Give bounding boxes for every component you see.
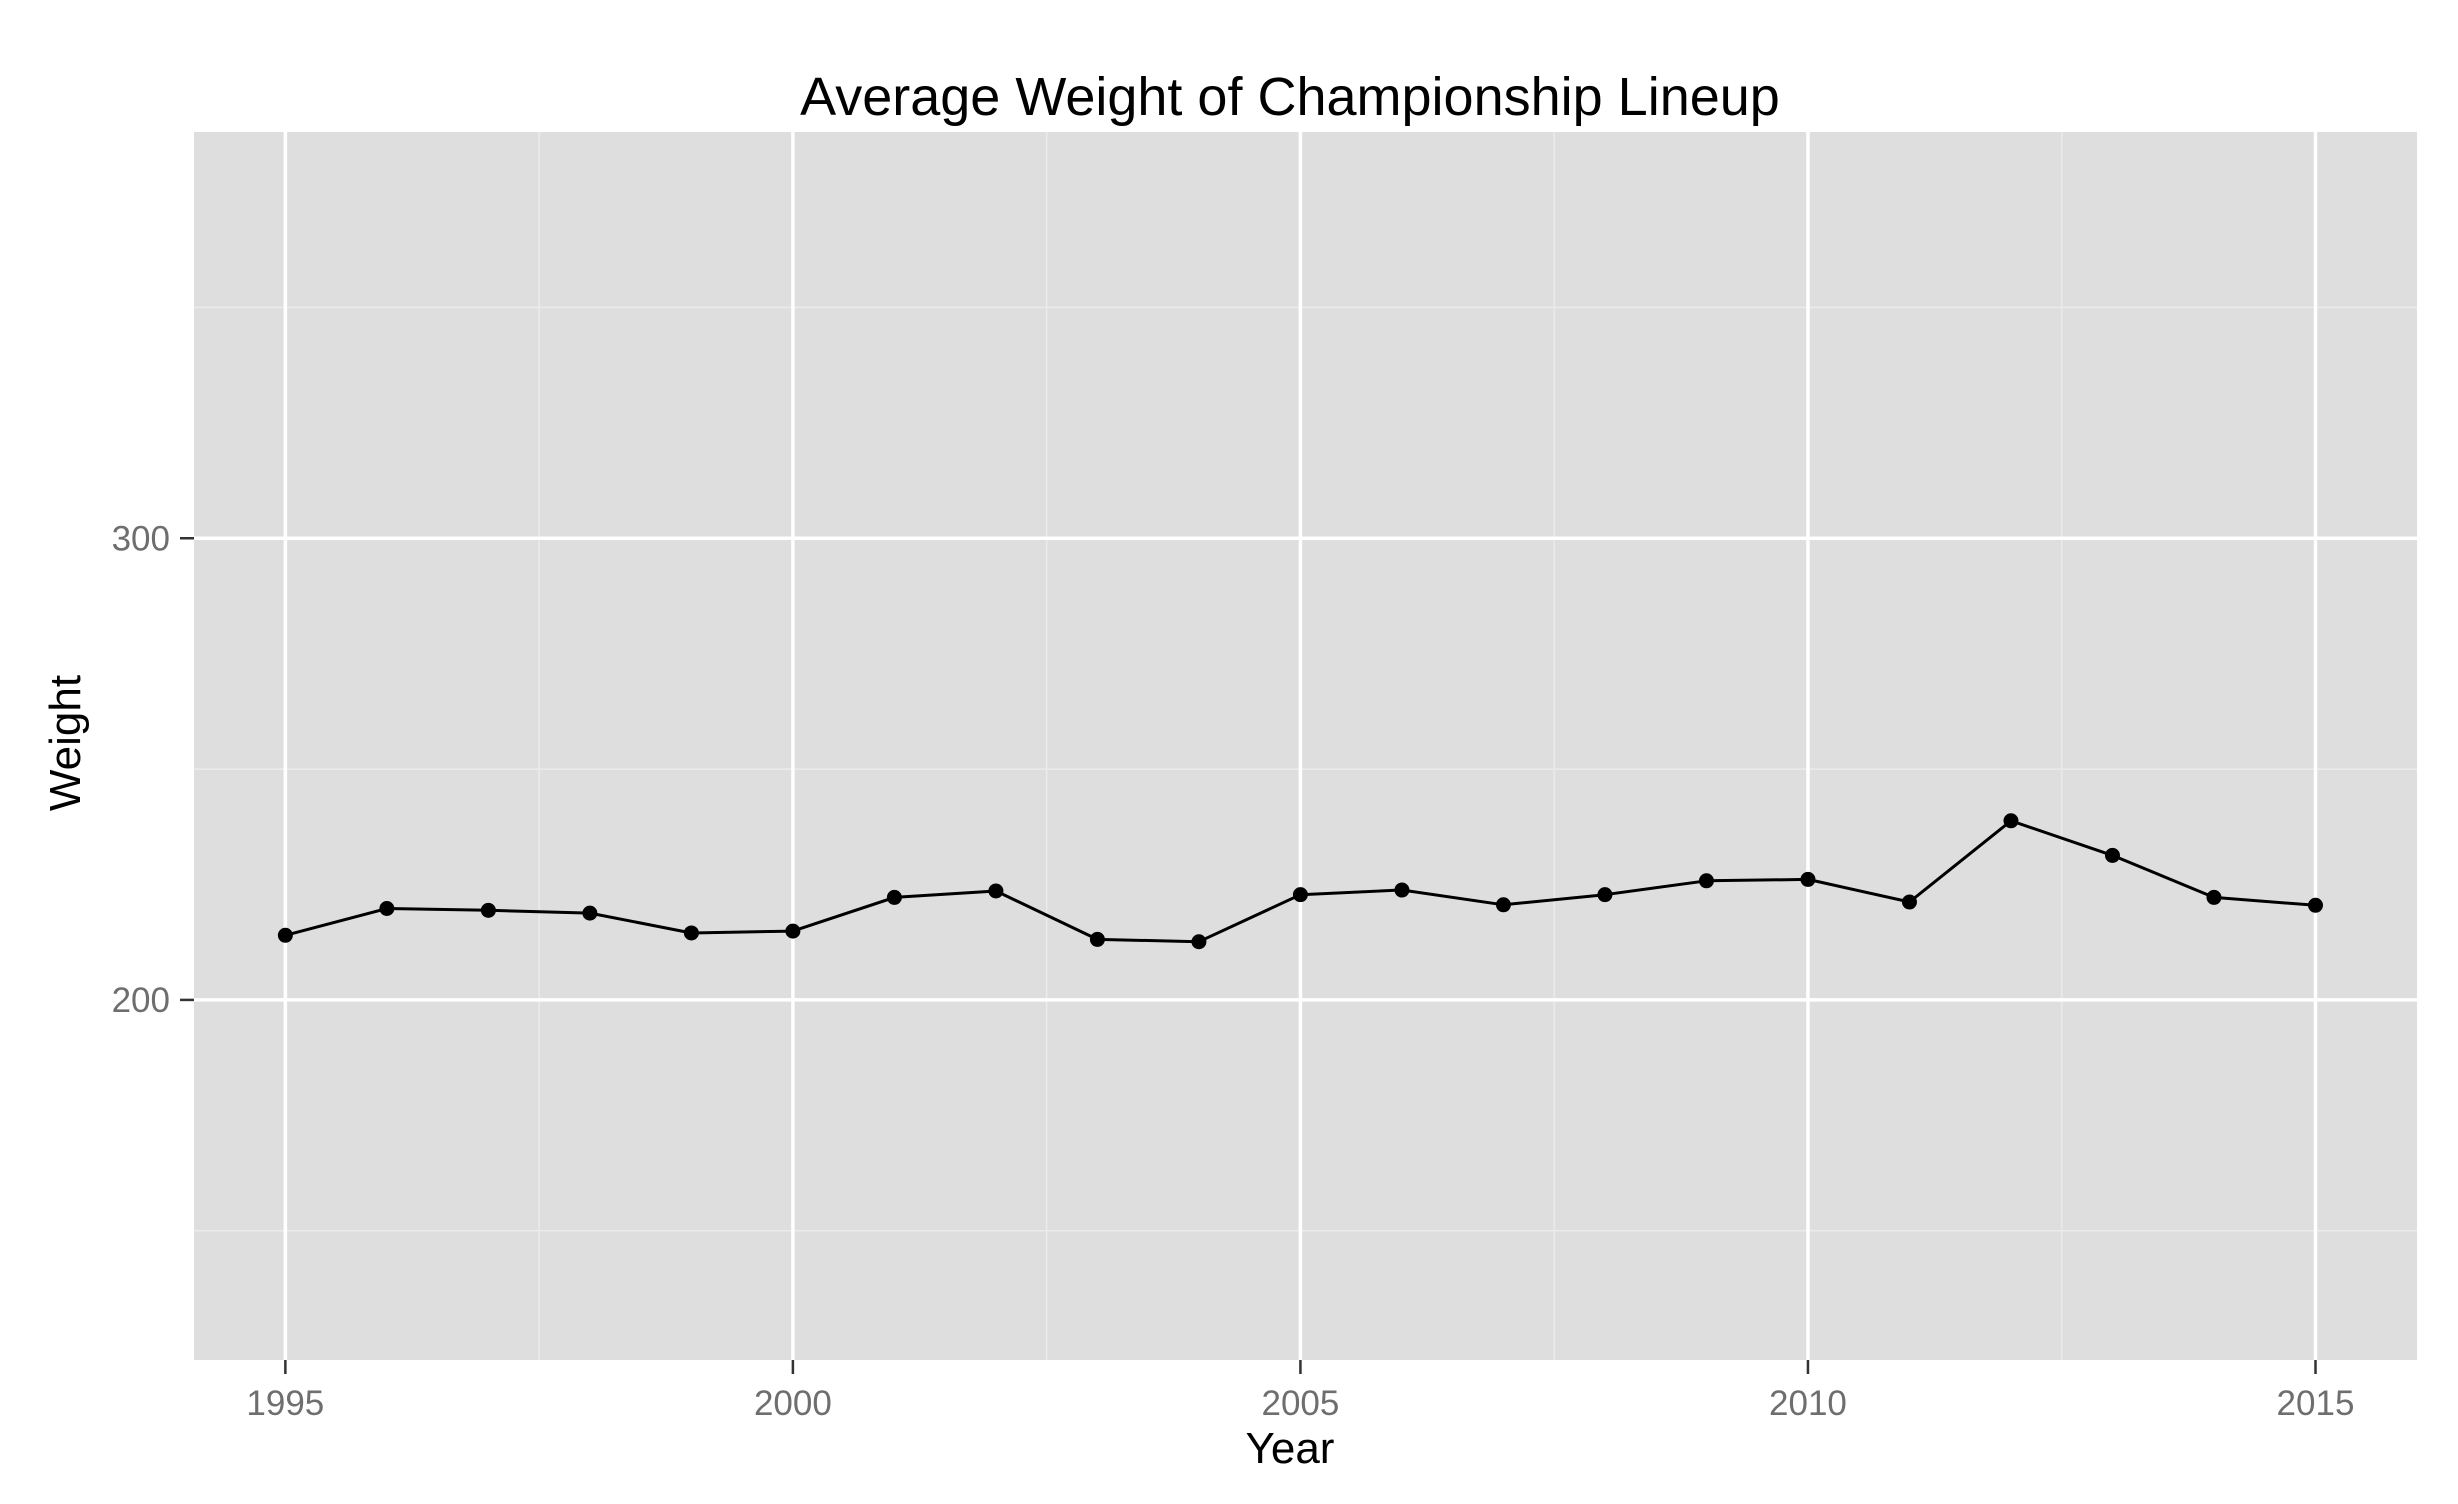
- tick-labels: 1995 2000 2005 2010 2015 200 300: [112, 519, 2355, 1423]
- data-point: [1800, 871, 1816, 887]
- minor-gridlines: [194, 132, 2417, 1360]
- series-group: [277, 813, 2323, 950]
- data-point: [2307, 897, 2323, 913]
- data-point: [582, 905, 598, 921]
- data-point: [1901, 894, 1917, 910]
- data-point: [1394, 882, 1410, 898]
- plot-panel: [194, 132, 2417, 1360]
- data-point: [1698, 873, 1714, 889]
- major-gridlines: [194, 132, 2417, 1360]
- x-tick-label: 2010: [1769, 1384, 1847, 1423]
- data-point: [1089, 931, 1105, 947]
- data-point: [683, 925, 699, 941]
- data-point: [2003, 813, 2019, 829]
- data-point: [379, 901, 395, 917]
- x-tick-label: 2015: [2277, 1384, 2355, 1423]
- y-tick-label: 300: [112, 519, 170, 558]
- axis-ticks: [180, 537, 2317, 1374]
- data-point: [785, 923, 801, 939]
- x-tick-label: 2005: [1261, 1384, 1339, 1423]
- x-tick-label: 2000: [754, 1384, 832, 1423]
- data-point: [988, 883, 1004, 899]
- data-point: [2206, 889, 2222, 905]
- data-point: [277, 927, 293, 943]
- data-point: [1191, 934, 1207, 950]
- data-point: [886, 889, 902, 905]
- x-tick-label: 1995: [246, 1384, 324, 1423]
- data-point: [2104, 847, 2120, 863]
- data-point: [480, 902, 496, 918]
- chart-title: Average Weight of Championship Lineup: [800, 67, 1780, 127]
- x-axis-title: Year: [1246, 1424, 1335, 1473]
- data-point: [1597, 887, 1613, 903]
- y-tick-label: 200: [112, 981, 170, 1020]
- data-point: [1292, 887, 1308, 903]
- data-point: [1495, 897, 1511, 913]
- y-axis-title: Weight: [41, 675, 90, 811]
